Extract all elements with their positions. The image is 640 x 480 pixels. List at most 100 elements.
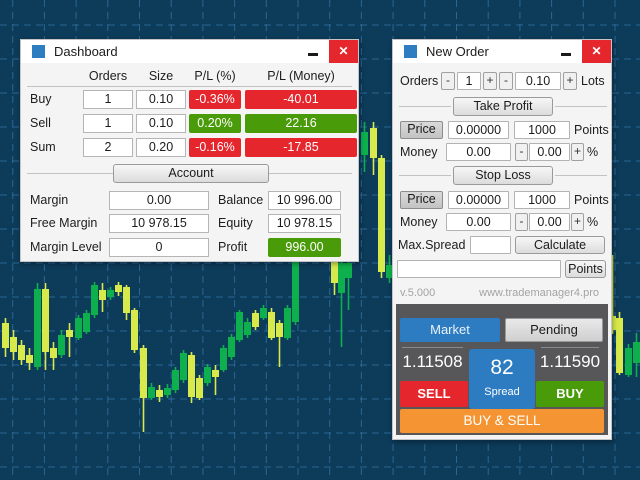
tp-money-label: Money [400, 145, 438, 159]
sl-pct-label: % [587, 215, 599, 229]
col-pl-money: P/L (Money) [267, 69, 335, 83]
take-profit-button[interactable]: Take Profit [453, 97, 553, 116]
col-orders: Orders [88, 69, 128, 83]
orders-plus-button[interactable]: + [483, 72, 497, 90]
sl-pct-minus-button[interactable]: - [515, 213, 528, 231]
orders-count-input[interactable] [457, 72, 481, 90]
col-pl-pct: P/L (%) [194, 69, 236, 83]
tp-separator-right [555, 106, 607, 107]
market-tab[interactable]: Market [400, 318, 500, 342]
row-label: Buy [30, 92, 52, 106]
pl-money-badge: 22.16 [245, 114, 357, 133]
dashboard-titlebar[interactable]: Dashboard ✕ [21, 40, 358, 63]
window-icon [32, 45, 45, 58]
account-value: 0.00 [109, 191, 209, 210]
account-value: 10 978.15 [109, 214, 209, 233]
orders-value: 1 [83, 114, 133, 133]
close-button[interactable]: ✕ [582, 40, 611, 63]
tp-points-label: Points [574, 123, 609, 137]
close-button[interactable]: ✕ [329, 40, 358, 63]
tp-pct-plus-button[interactable]: + [571, 143, 584, 161]
orders-value: 1 [83, 90, 133, 109]
sl-money-label: Money [400, 215, 438, 229]
account-value: 10 978.15 [268, 214, 341, 233]
sl-points-input[interactable] [514, 191, 570, 209]
pl-pct-badge: -0.36% [189, 90, 241, 109]
new-order-panel: New Order ✕ Orders - + - + Lots Take Pro… [392, 39, 612, 440]
sl-price-input[interactable] [448, 191, 509, 209]
pl-pct-badge: 0.20% [189, 114, 241, 133]
stop-loss-button[interactable]: Stop Loss [453, 166, 553, 185]
dashboard-title: Dashboard [54, 44, 118, 59]
pending-tab[interactable]: Pending [505, 318, 603, 342]
size-value: 0.10 [136, 114, 186, 133]
minimize-icon [561, 53, 571, 56]
trade-section: Market Pending 1.11508 1.11590 82 Spread… [396, 304, 608, 435]
account-label: Equity [218, 216, 253, 230]
buy-and-sell-button[interactable]: BUY & SELL [400, 409, 604, 433]
lots-minus-button[interactable]: - [499, 72, 513, 90]
points-input[interactable] [397, 260, 561, 278]
max-spread-label: Max.Spread [398, 238, 466, 252]
dashboard-panel: Dashboard ✕ Orders Size P/L (%) P/L (Mon… [20, 39, 359, 262]
sell-button[interactable]: SELL [400, 381, 468, 407]
orders-minus-button[interactable]: - [441, 72, 455, 90]
minimize-button[interactable] [305, 40, 321, 63]
orders-label: Orders [400, 74, 439, 88]
col-size: Size [148, 69, 174, 83]
lots-label: Lots [581, 74, 605, 88]
account-label: Margin Level [30, 240, 102, 254]
new-order-titlebar[interactable]: New Order ✕ [393, 40, 611, 63]
tp-pct-label: % [587, 145, 599, 159]
sl-pct-plus-button[interactable]: + [571, 213, 584, 231]
size-value: 0.20 [136, 138, 186, 157]
window-icon [404, 45, 417, 58]
website-link[interactable]: www.trademanager4.pro [479, 287, 599, 299]
minimize-button[interactable] [558, 40, 574, 63]
lots-input[interactable] [515, 72, 561, 90]
header-separator [27, 86, 352, 87]
spread-value: 82 [490, 356, 514, 379]
row-label: Sum [30, 140, 56, 154]
tp-points-input[interactable] [514, 121, 570, 139]
points-button[interactable]: Points [565, 260, 606, 278]
bid-separator [402, 347, 463, 348]
profit-badge: 996.00 [268, 238, 341, 257]
spread-box: 82 Spread [469, 349, 535, 409]
calculate-button[interactable]: Calculate [515, 236, 605, 254]
tp-money-input[interactable] [446, 143, 511, 161]
account-label: Margin [30, 193, 69, 207]
row-label: Sell [30, 116, 51, 130]
max-spread-input[interactable] [470, 236, 511, 254]
sl-separator-right [555, 175, 607, 176]
pl-money-badge: -17.85 [245, 138, 357, 157]
spread-label: Spread [484, 386, 520, 398]
sl-points-label: Points [574, 193, 609, 207]
account-value: 10 996.00 [268, 191, 341, 210]
account-value: 0 [109, 238, 209, 257]
account-label: Free Margin [30, 216, 98, 230]
pl-pct-badge: -0.16% [189, 138, 241, 157]
new-order-title: New Order [426, 44, 489, 59]
lots-plus-button[interactable]: + [563, 72, 577, 90]
sl-pct-input[interactable] [529, 213, 570, 231]
tp-pct-input[interactable] [529, 143, 570, 161]
tp-price-button[interactable]: Price [400, 121, 443, 139]
minimize-icon [308, 53, 318, 56]
size-value: 0.10 [136, 90, 186, 109]
pl-money-badge: -40.01 [245, 90, 357, 109]
tp-price-input[interactable] [448, 121, 509, 139]
orders-value: 2 [83, 138, 133, 157]
bid-price: 1.11508 [402, 352, 463, 371]
sl-price-button[interactable]: Price [400, 191, 443, 209]
sl-separator-left [399, 175, 451, 176]
buy-button[interactable]: BUY [536, 381, 604, 407]
ask-separator [541, 347, 599, 348]
tp-pct-minus-button[interactable]: - [515, 143, 528, 161]
account-label: Profit [218, 240, 248, 254]
tp-separator-left [399, 106, 451, 107]
sl-money-input[interactable] [446, 213, 511, 231]
ask-price: 1.11590 [539, 352, 601, 371]
account-label: Balance [218, 193, 264, 207]
account-button[interactable]: Account [113, 164, 269, 183]
